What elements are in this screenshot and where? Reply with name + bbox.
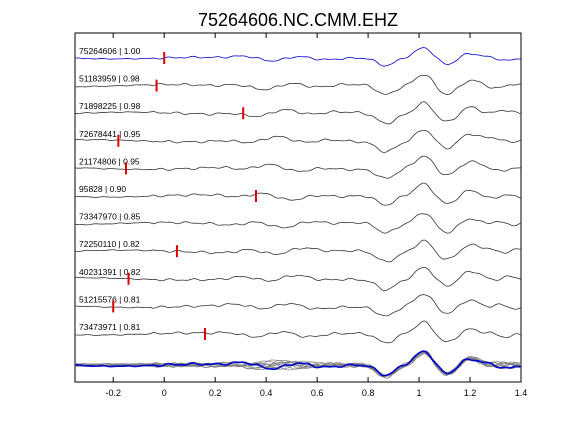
trace-row: 75264606 | 1.00 [74,46,522,67]
trace-label: 51215576 | 0.81 [79,294,141,304]
trace-row: 73473971 | 0.81 [75,320,522,344]
stack-reference-line [74,350,522,377]
x-tick-label: -0.2 [105,388,121,398]
x-axis: -0.2 0 0.2 0.4 0.6 0.8 1 1.2 1.4 [105,33,527,398]
x-tick-label: 1.4 [515,388,528,398]
x-tick-label: 0 [162,388,167,398]
trace-row: 71898225 | 0.98 [74,101,522,125]
x-tick-label: 1 [417,388,422,398]
trace-line [74,101,522,125]
reference-trace-line [74,47,522,67]
trace-row: 73347970 | 0.85 [74,212,522,234]
x-tick-label: 1.2 [464,388,477,398]
trace-label: 71898225 | 0.98 [79,101,141,111]
x-tick-label: 0.4 [260,388,273,398]
x-tick-label: 0.8 [362,388,375,398]
trace-rows: 75264606 | 1.00 51183959 | 0.98 71898225 |… [74,46,522,344]
trace-label: 40231391 | 0.82 [79,267,141,277]
trace-line [74,155,522,179]
x-tick-label: 0.6 [311,388,324,398]
trace-row: 40231391 | 0.82 [74,266,522,291]
trace-line [74,294,522,317]
trace-line [74,182,522,206]
trace-line [75,320,522,344]
plot-frame [74,32,522,383]
trace-label: 72250110 | 0.82 [79,239,140,249]
x-tick-label: 0.2 [209,388,222,398]
stacked-traces [74,350,522,379]
trace-label: 51183959 | 0.98 [79,74,140,84]
chart-title: 75264606.NC.CMM.EHZ [198,10,398,30]
trace-line [74,74,522,95]
trace-label: 95828 | 0.90 [79,184,126,194]
trace-row: 95828 | 0.90 [74,182,522,206]
trace-label: 73347970 | 0.85 [79,212,141,222]
trace-line [74,266,522,291]
trace-label: 21174806 | 0.95 [79,156,140,166]
trace-line [74,213,522,234]
trace-row: 72250110 | 0.82 [74,239,522,263]
trace-row: 21174806 | 0.95 [74,155,522,179]
trace-label: 72678441 | 0.95 [79,129,141,139]
trace-row: 51215576 | 0.81 [74,294,522,317]
trace-label: 73473971 | 0.81 [79,322,141,332]
trace-line [74,239,522,263]
trace-row: 72678441 | 0.95 [74,129,522,153]
trace-line [74,130,522,153]
trace-label: 75264606 | 1.00 [79,46,141,56]
trace-row: 51183959 | 0.98 [74,74,522,95]
